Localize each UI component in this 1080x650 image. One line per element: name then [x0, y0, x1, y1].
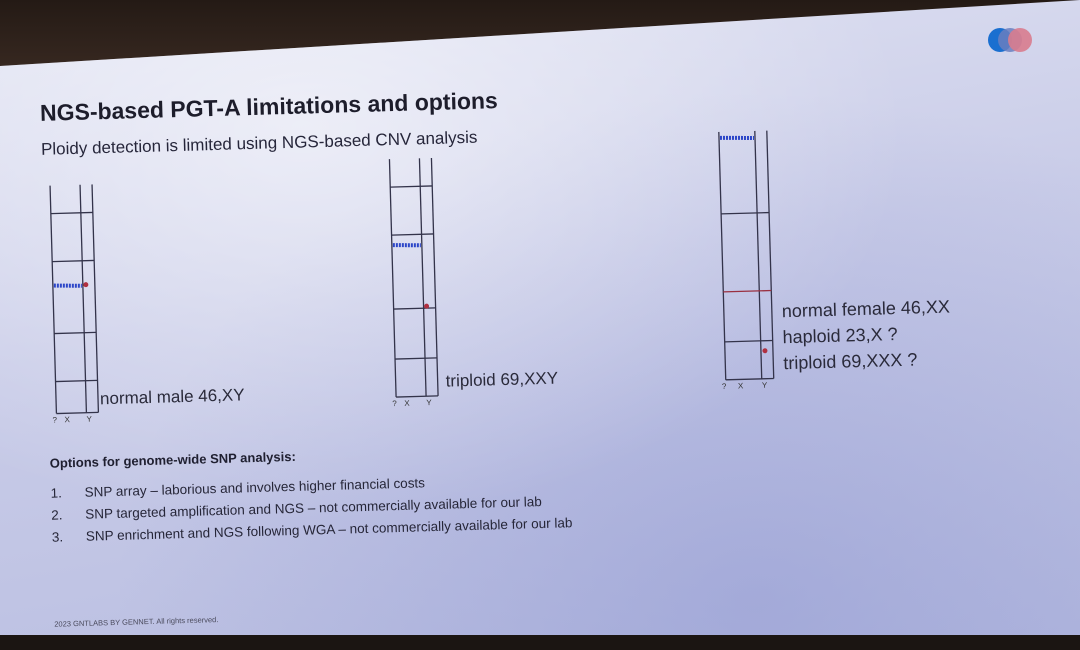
option-text: SNP array – laborious and involves highe…	[84, 475, 426, 500]
cnv-plot-2-svg	[388, 157, 439, 398]
option-number: 1.	[50, 485, 63, 501]
axis-label-x: X	[737, 381, 744, 391]
slide-subtitle: Ploidy detection is limited using NGS-ba…	[40, 127, 478, 159]
axis-label-x: X	[404, 398, 410, 408]
axis-label-chr: ?	[392, 399, 397, 409]
copyright-footer: 2023 GNTLABS BY GENNET. All rights reser…	[54, 615, 219, 629]
slide-title: NGS-based PGT-A limitations and options	[39, 87, 499, 126]
axis-label-y: Y	[86, 414, 93, 424]
axis-label-chr: ?	[52, 415, 58, 425]
cnv-plot-ambiguous: ? X Y	[717, 130, 779, 391]
cnv-plot-triploid: ? X Y	[387, 157, 444, 409]
axis-label-x: X	[64, 415, 71, 425]
option-number: 3.	[51, 529, 64, 545]
axis-label-y: Y	[761, 380, 768, 390]
plot-label-triploid-xxx: triploid 69,XXX ?	[783, 349, 918, 374]
cnv-plot-normal-male: ? X Y	[48, 184, 105, 425]
plot-label-normal-male: normal male 46,XY	[99, 385, 245, 409]
projection-screen: NGS-based PGT-A limitations and options …	[0, 0, 1080, 635]
plot-label-triploid: triploid 69,XXY	[445, 368, 559, 391]
cnv-plot-1-svg	[49, 184, 100, 415]
option-item: 1. SNP array – laborious and involves hig…	[50, 475, 425, 500]
option-number: 2.	[51, 507, 63, 523]
axis-label-chr: ?	[721, 381, 727, 391]
plot-label-female: normal female 46,XX	[781, 296, 951, 322]
plot-label-haploid: haploid 23,X ?	[782, 324, 898, 348]
options-heading: Options for genome-wide SNP analysis:	[49, 448, 297, 471]
logo-dot-pink	[1008, 28, 1032, 52]
axis-label-y: Y	[426, 398, 432, 408]
company-logo	[988, 28, 1048, 54]
cnv-plot-3-svg	[718, 130, 775, 381]
